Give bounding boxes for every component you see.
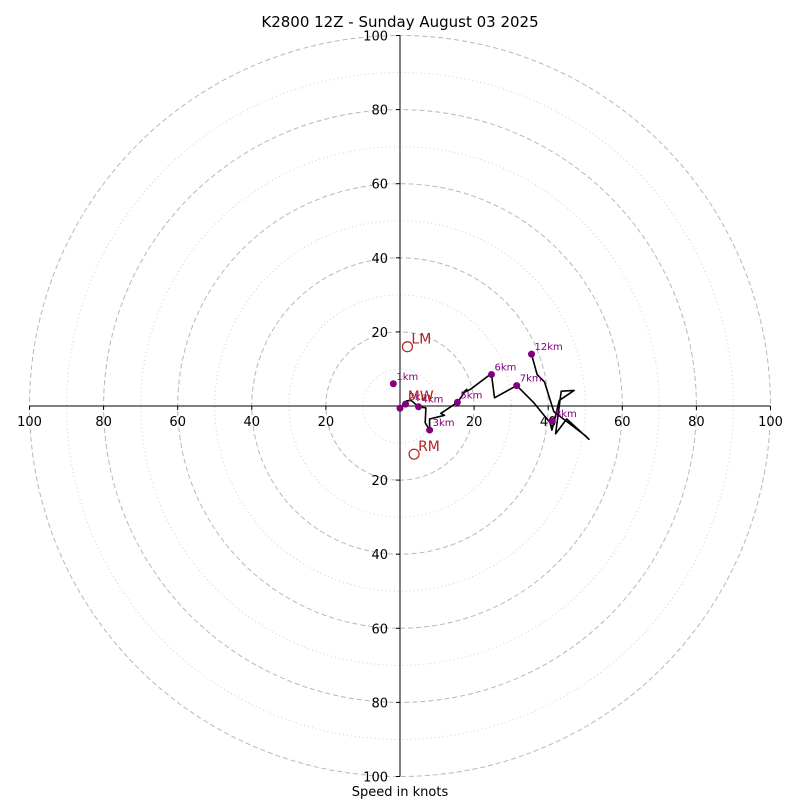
y-tick-label: 100 bbox=[363, 771, 388, 786]
y-tick-label: 60 bbox=[371, 622, 388, 637]
height-label-4km: 4km bbox=[422, 395, 444, 406]
storm-motion-label-mw: MW bbox=[408, 389, 434, 405]
height-label-6km: 6km bbox=[495, 363, 517, 374]
height-marker-1km bbox=[389, 380, 397, 388]
y-tick-label: 40 bbox=[371, 252, 388, 267]
axis-ticks: 100 80 60 40 20 20 40 60 80 100100806040202040608… bbox=[17, 30, 783, 786]
height-marker-12km bbox=[528, 350, 536, 358]
x-tick-label: 20 bbox=[466, 415, 483, 430]
y-tick-label: 80 bbox=[371, 696, 388, 711]
height-label-1km: 1km bbox=[396, 372, 418, 383]
x-tick-label: 80 bbox=[95, 415, 112, 430]
storm-motion-label-lm: LM bbox=[411, 332, 431, 348]
y-tick-label: 100 bbox=[363, 30, 388, 45]
height-marker-8km bbox=[548, 417, 556, 425]
height-marker-3km bbox=[426, 426, 434, 434]
height-label-5km: 5km bbox=[460, 390, 482, 401]
x-tick-label: 100 bbox=[17, 415, 42, 430]
height-label-12km: 12km bbox=[535, 342, 563, 353]
storm-motion-marker-lm bbox=[401, 341, 414, 353]
y-tick-label: 60 bbox=[371, 178, 388, 193]
y-tick-label: 20 bbox=[371, 326, 388, 341]
surface-marker bbox=[396, 404, 404, 412]
hodograph-trace bbox=[399, 353, 590, 441]
storm-motion-markers: LM MW RM bbox=[401, 332, 440, 460]
height-marker-4km bbox=[415, 403, 423, 411]
height-label-2km: 2km bbox=[409, 392, 431, 403]
height-label-8km: 8km bbox=[555, 409, 577, 420]
y-tick-label: 80 bbox=[371, 104, 388, 119]
x-tick-label: 100 bbox=[758, 415, 783, 430]
x-tick-label: 60 bbox=[614, 415, 631, 430]
storm-motion-label-rm: RM bbox=[418, 439, 440, 455]
height-marker-6km bbox=[488, 371, 496, 379]
chart-title: K2800 12Z - Sunday August 03 2025 bbox=[261, 13, 538, 31]
height-label-7km: 7km bbox=[520, 374, 542, 385]
height-label-3km: 3km bbox=[433, 418, 455, 429]
x-tick-label: 80 bbox=[688, 415, 705, 430]
height-marker-7km bbox=[513, 382, 521, 390]
x-axis-label: Speed in knots bbox=[352, 785, 449, 800]
y-tick-label: 20 bbox=[371, 474, 388, 489]
x-tick-label: 60 bbox=[169, 415, 186, 430]
storm-motion-marker-rm bbox=[408, 448, 420, 460]
x-tick-label: 20 bbox=[318, 415, 335, 430]
y-tick-label: 40 bbox=[371, 548, 388, 563]
hodograph-line bbox=[399, 353, 590, 441]
x-tick-label: 40 bbox=[244, 415, 261, 430]
height-marker-5km bbox=[453, 398, 461, 406]
height-marker-2km bbox=[402, 400, 410, 408]
